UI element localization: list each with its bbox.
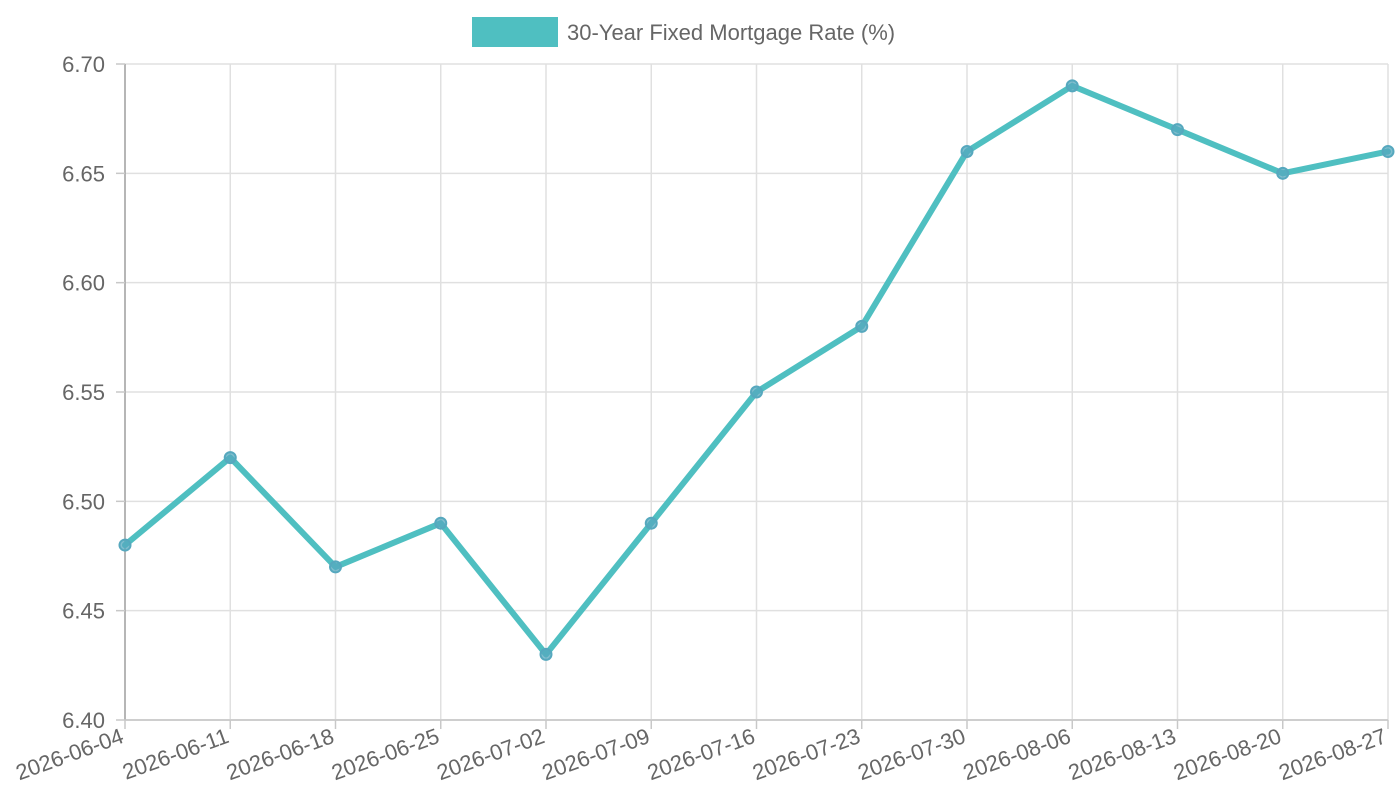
data-point[interactable] bbox=[329, 560, 342, 574]
data-point[interactable] bbox=[855, 319, 869, 333]
x-tick-label: 2026-06-18 bbox=[223, 723, 337, 785]
x-axis-ticks: 2026-06-042026-06-112026-06-182026-06-25… bbox=[12, 720, 1390, 785]
legend-swatch bbox=[472, 17, 558, 47]
y-tick-label: 6.40 bbox=[62, 708, 105, 733]
y-tick-label: 6.65 bbox=[62, 161, 105, 186]
x-tick-label: 2026-07-16 bbox=[644, 723, 758, 785]
y-tick-label: 6.55 bbox=[62, 380, 105, 405]
data-point[interactable] bbox=[1276, 166, 1290, 180]
chart-legend[interactable]: 30-Year Fixed Mortgage Rate (%) bbox=[472, 17, 895, 47]
y-axis-ticks: 6.40 6.45 6.50 6.55 6.60 6.65 6.70 bbox=[62, 52, 125, 733]
x-tick-label: 2026-07-02 bbox=[433, 723, 547, 785]
x-tick-label: 2026-08-13 bbox=[1065, 723, 1179, 785]
x-tick-label: 2026-07-30 bbox=[854, 723, 968, 785]
series-layer bbox=[118, 79, 1395, 661]
x-tick-label: 2026-06-25 bbox=[328, 723, 442, 785]
data-point[interactable] bbox=[539, 647, 553, 661]
x-tick-label: 2026-07-09 bbox=[539, 723, 653, 785]
data-point[interactable] bbox=[223, 451, 237, 465]
data-point[interactable] bbox=[434, 516, 448, 530]
y-tick-label: 6.50 bbox=[62, 489, 105, 514]
x-tick-label: 2026-08-20 bbox=[1170, 723, 1284, 785]
data-point[interactable] bbox=[1065, 79, 1079, 93]
y-tick-label: 6.70 bbox=[62, 52, 105, 77]
x-tick-label: 2026-08-06 bbox=[960, 723, 1074, 785]
legend-label-series-0: 30-Year Fixed Mortgage Rate (%) bbox=[567, 20, 895, 45]
data-point[interactable] bbox=[960, 144, 974, 158]
x-tick-label: 2026-08-27 bbox=[1275, 723, 1389, 785]
x-tick-label: 2026-06-11 bbox=[119, 723, 232, 784]
y-tick-label: 6.60 bbox=[62, 271, 105, 296]
x-tick-label: 2026-07-23 bbox=[749, 723, 863, 785]
data-point[interactable] bbox=[750, 385, 763, 399]
data-point[interactable] bbox=[1381, 144, 1395, 158]
y-tick-label: 6.45 bbox=[62, 599, 105, 624]
data-point[interactable] bbox=[118, 538, 132, 552]
data-point[interactable] bbox=[1171, 123, 1184, 137]
data-point[interactable] bbox=[644, 516, 658, 530]
